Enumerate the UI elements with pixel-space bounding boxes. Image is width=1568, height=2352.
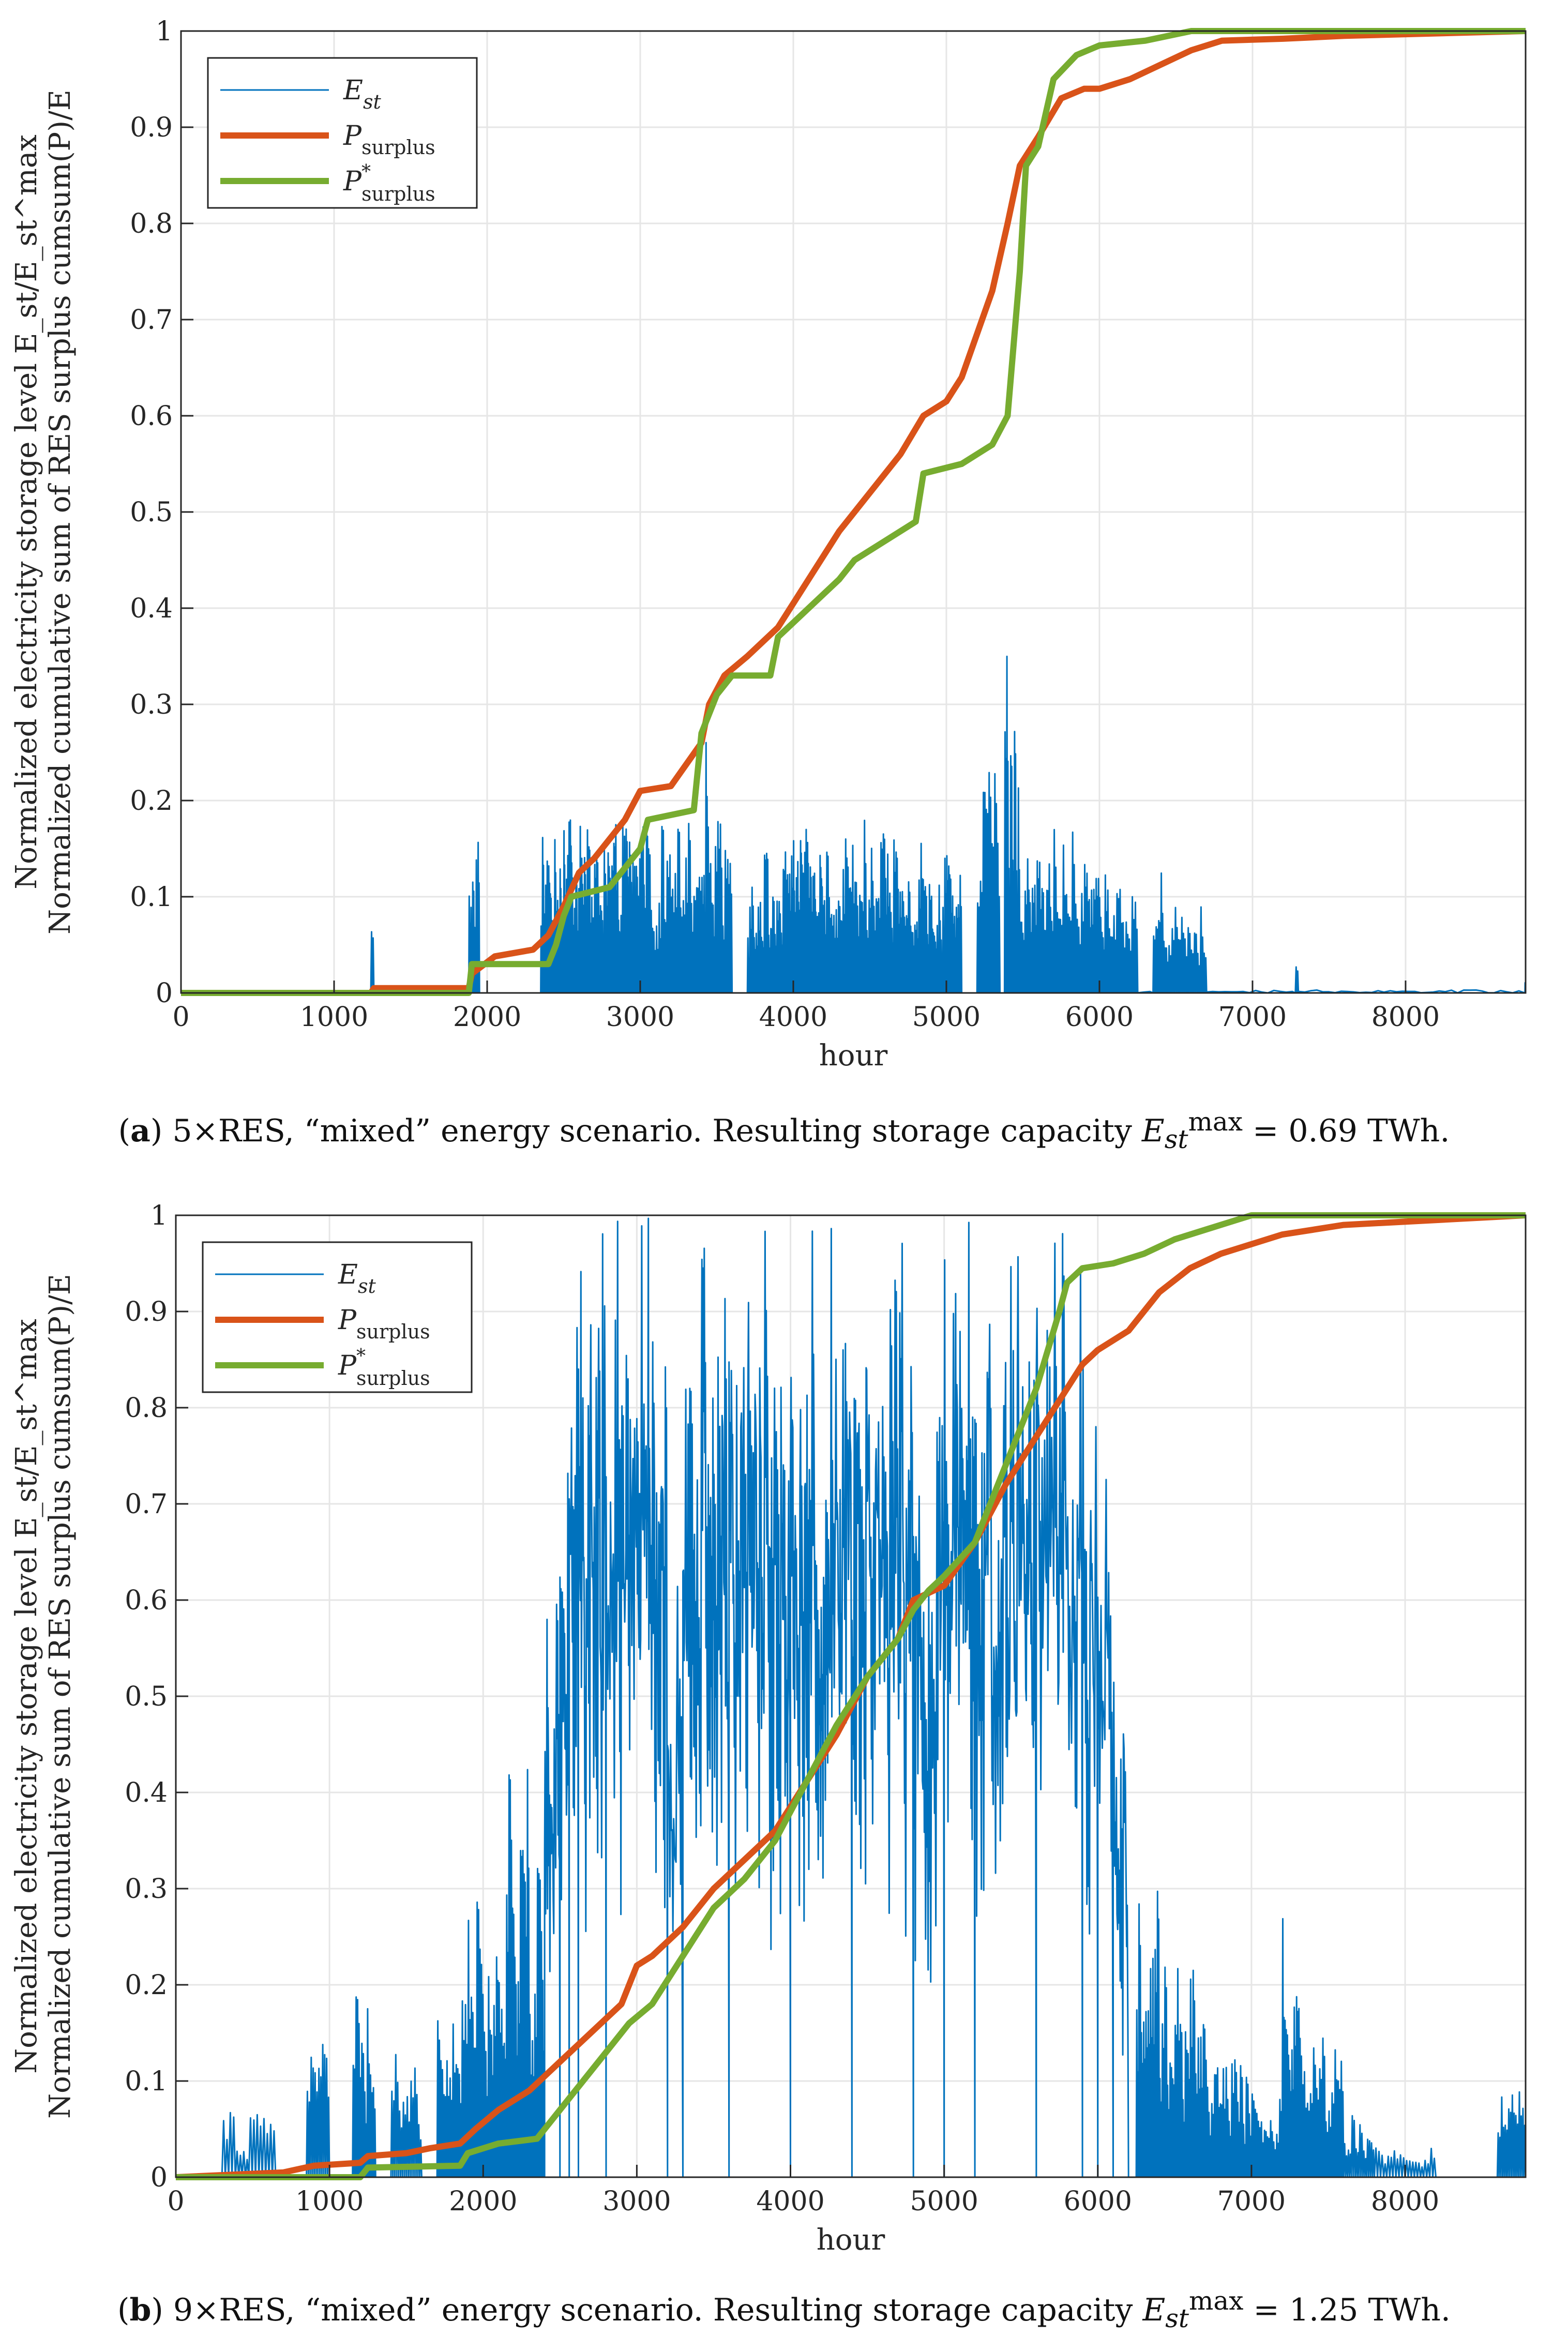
p1-ytick-label-6: 0.6 <box>125 1585 168 1616</box>
p1-ytick-label-1: 0.1 <box>125 2066 168 2097</box>
p1-ytick-label-8: 0.8 <box>125 1393 168 1424</box>
p1-xtick-label-4: 4000 <box>756 2186 824 2217</box>
p1-xtick-label-2: 2000 <box>449 2186 517 2217</box>
p1-xlabel: hour <box>817 2223 885 2257</box>
p0-ytick-label-3: 0.3 <box>130 689 173 720</box>
p1-xtick-label-6: 6000 <box>1064 2186 1132 2217</box>
p0-xtick-label-6: 6000 <box>1065 1002 1134 1033</box>
p0-ytick-label-5: 0.5 <box>130 497 173 528</box>
p0-series-p-surplus-star <box>181 28 1526 996</box>
p1-ytick-label-0: 0 <box>150 2162 168 2193</box>
p0-ytick-label-1: 0.1 <box>130 882 173 913</box>
p1-xtick-label-8: 8000 <box>1371 2186 1439 2217</box>
p0-ytick-label-10: 1 <box>156 16 173 47</box>
chart-panel-a: 0 1000 2000 3000 4000 5000 6000 7000 8000 0 0.1 0.2… <box>10 16 1527 1073</box>
p0-ytick-label-2: 0.2 <box>130 786 173 817</box>
caption-a-label: a <box>130 1113 150 1149</box>
p1-ylabel-line1: Normalized electricity storage level E_s… <box>10 1319 43 2074</box>
caption-a: (a) 5×RES, “mixed” energy scenario. Resu… <box>118 1107 1450 1154</box>
p1-ytick-label-10: 1 <box>150 1200 168 1231</box>
p0-legend-label-p-surplus: Psurplus <box>343 120 435 159</box>
p0-ytick-label-9: 0.9 <box>130 112 173 143</box>
p1-xtick-label-7: 7000 <box>1217 2186 1286 2217</box>
p1-ytick-label-5: 0.5 <box>125 1681 168 1712</box>
p0-legend-label-e-st: Est <box>343 75 381 113</box>
p1-ytick-label-7: 0.7 <box>125 1489 168 1520</box>
p1-legend-label-e-st: Est <box>338 1259 376 1298</box>
p0-ytick-label-6: 0.6 <box>130 401 173 432</box>
p0-xtick-label-8: 8000 <box>1371 1002 1440 1033</box>
caption-b-symbol-sub: st <box>1165 2303 1189 2333</box>
caption-a-symbol: E <box>1141 1113 1165 1149</box>
p0-xtick-label-5: 5000 <box>912 1002 981 1033</box>
p0-xtick-label-0: 0 <box>172 1002 189 1033</box>
p0-xtick-label-2: 2000 <box>453 1002 521 1033</box>
caption-a-text: 5×RES, “mixed” energy scenario. Resultin… <box>172 1113 1142 1149</box>
p1-xtick-label-0: 0 <box>167 2186 184 2217</box>
p1-ylabel-line2: Normalized cumulative sum of RES surplus… <box>43 1274 77 2119</box>
p0-xtick-label-4: 4000 <box>759 1002 827 1033</box>
p1-legend-label-p-surplus-star: P* surplus <box>338 1346 430 1390</box>
caption-b-label: b <box>129 2292 152 2328</box>
p1-series-p-surplus-star <box>176 1212 1526 2180</box>
p1-xtick-label-1: 1000 <box>295 2186 364 2217</box>
p0-xlabel: hour <box>819 1039 888 1073</box>
p1-xtick-label-5: 5000 <box>910 2186 978 2217</box>
p1-ytick-label-2: 0.2 <box>125 1970 168 2001</box>
p0-ylabel-line2: Normalized cumulative sum of RES surplus… <box>43 89 77 934</box>
p1-ytick-label-4: 0.4 <box>125 1777 168 1808</box>
p0-legend-label-p-surplus-star: P* surplus <box>343 161 435 205</box>
p0-series-e-st <box>181 655 1527 994</box>
p0-xtick-label-7: 7000 <box>1218 1002 1287 1033</box>
caption-b-text: 9×RES, “mixed” energy scenario. Resultin… <box>173 2292 1143 2328</box>
p0-ytick-label-0: 0 <box>156 978 173 1009</box>
p0-ytick-label-7: 0.7 <box>130 305 173 336</box>
caption-b: (b) 9×RES, “mixed” energy scenario. Resu… <box>117 2286 1451 2333</box>
caption-b-symbol-sup: max <box>1189 2286 1244 2316</box>
p0-ytick-label-8: 0.8 <box>130 208 173 239</box>
p0-series-p-surplus <box>181 28 1526 996</box>
p1-ytick-label-9: 0.9 <box>125 1296 168 1328</box>
caption-b-symbol: E <box>1142 2292 1166 2328</box>
p1-legend-label-p-surplus: Psurplus <box>338 1305 430 1343</box>
p0-ylabel-line1: Normalized electricity storage level E_s… <box>10 134 43 889</box>
p0-xtick-label-3: 3000 <box>606 1002 674 1033</box>
p1-xtick-label-3: 3000 <box>602 2186 671 2217</box>
p1-ytick-label-3: 0.3 <box>125 1874 168 1905</box>
caption-b-value: = 1.25 TWh. <box>1243 2292 1451 2328</box>
caption-a-symbol-sup: max <box>1188 1107 1243 1137</box>
caption-a-symbol-sub: st <box>1164 1124 1188 1154</box>
p1-series-e-st <box>176 1217 1527 2178</box>
p0-xtick-label-1: 1000 <box>300 1002 368 1033</box>
caption-a-value: = 0.69 TWh. <box>1242 1113 1450 1149</box>
p0-ytick-label-4: 0.4 <box>130 593 173 624</box>
chart-panel-b: 0 1000 2000 3000 4000 5000 6000 7000 8000 0 0.1 0.2… <box>10 1200 1527 2257</box>
